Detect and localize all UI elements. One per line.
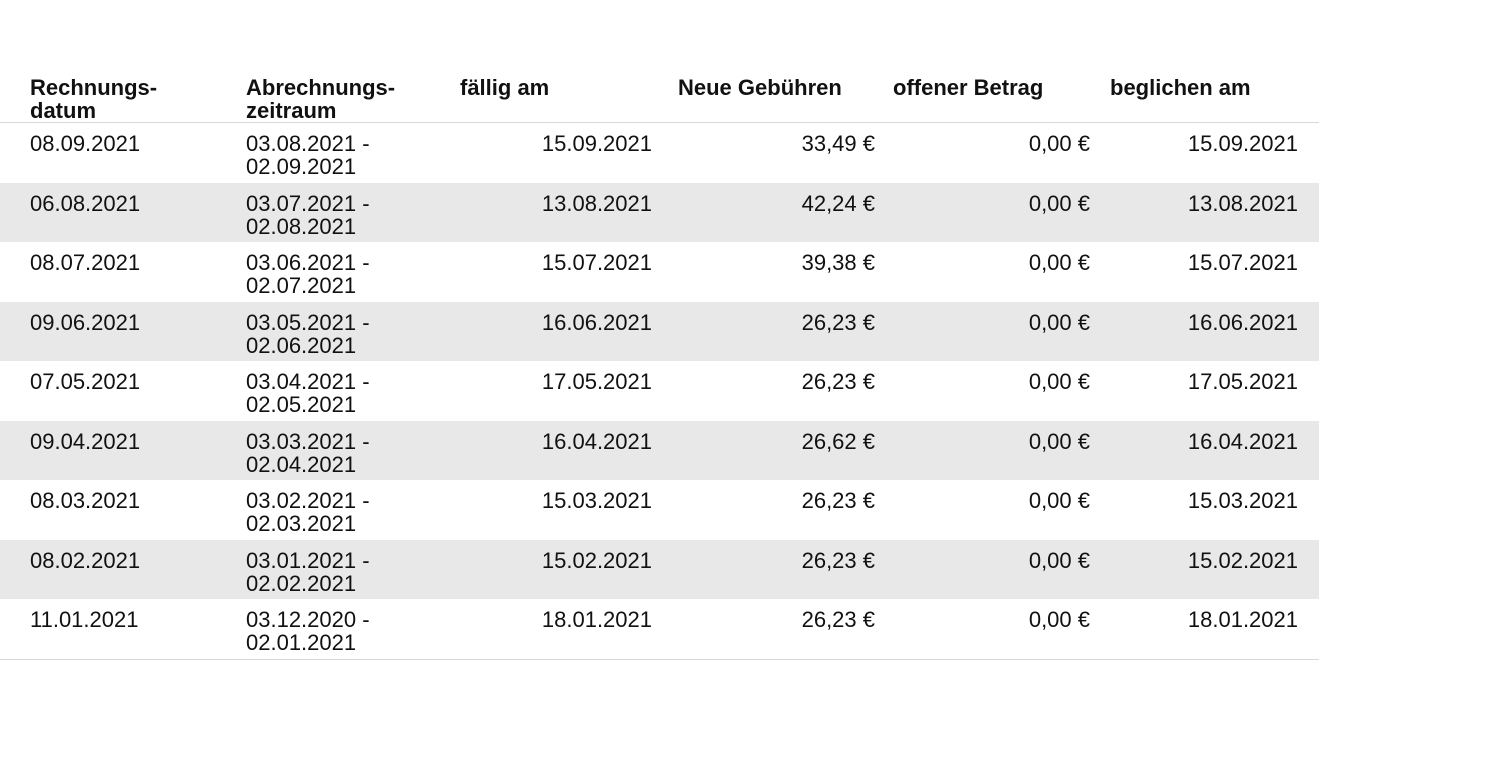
cell-offener-betrag: 0,00 € [1028, 190, 1090, 216]
column-header-rechnungsdatum: Rechnungs- datum [0, 60, 246, 123]
cell-rechnungsdatum: 09.04.2021 [30, 428, 141, 454]
cell-beglichen-am: 16.04.2021 [1187, 428, 1298, 454]
cell-offener-betrag: 0,00 € [1028, 547, 1090, 573]
cell-beglichen-am: 18.01.2021 [1110, 599, 1319, 660]
cell-abrechnungszeitraum: 03.02.2021 - 02.03.2021 [246, 488, 370, 536]
cell-abrechnungszeitraum: 03.04.2021 - 02.05.2021 [246, 369, 370, 417]
table-row: 09.04.2021 03.03.2021 - 02.04.2021 16.04… [0, 420, 1319, 480]
cell-neue-gebuehren: 33,49 € [801, 131, 875, 156]
table-row: 11.01.2021 03.12.2020 - 02.01.2021 18.01… [0, 599, 1319, 660]
cell-rechnungsdatum: 09.06.2021 [30, 309, 141, 335]
cell-neue-gebuehren: 39,38 € [801, 250, 875, 275]
cell-beglichen-am: 15.02.2021 [1187, 547, 1298, 573]
cell-faellig-am: 15.09.2021 [541, 131, 652, 156]
table-row: 09.06.2021 03.05.2021 - 02.06.2021 16.06… [0, 301, 1319, 361]
cell-rechnungsdatum: 08.02.2021 [30, 547, 141, 573]
cell-offener-betrag: 0,00 € [1028, 369, 1090, 394]
cell-offener-betrag: 0,00 € [1028, 488, 1090, 513]
cell-neue-gebuehren: 42,24 € [801, 190, 875, 216]
cell-offener-betrag: 0,00 € [1028, 309, 1090, 335]
billing-history-table: Rechnungs- datum Abrechnungs- zeitraum f… [0, 60, 1319, 660]
cell-beglichen-am: 16.06.2021 [1187, 309, 1298, 335]
column-header-faellig-am: fällig am [460, 60, 678, 123]
cell-rechnungsdatum: 08.03.2021 [30, 488, 141, 513]
table-row: 08.07.2021 03.06.2021 - 02.07.2021 15.07… [0, 242, 1319, 302]
cell-offener-betrag: 0,00 € [893, 599, 1110, 660]
cell-rechnungsdatum: 07.05.2021 [30, 369, 141, 394]
cell-neue-gebuehren: 26,62 € [801, 428, 875, 454]
column-header-offener-betrag: offener Betrag [893, 60, 1110, 123]
cell-beglichen-am: 17.05.2021 [1187, 369, 1298, 394]
cell-abrechnungszeitraum: 03.05.2021 - 02.06.2021 [246, 309, 370, 358]
cell-abrechnungszeitraum: 03.03.2021 - 02.04.2021 [246, 428, 370, 477]
cell-neue-gebuehren: 26,23 € [801, 488, 875, 513]
cell-faellig-am: 16.04.2021 [541, 428, 652, 454]
table-row: 07.05.2021 03.04.2021 - 02.05.2021 17.05… [0, 361, 1319, 421]
table-body: 08.09.2021 03.08.2021 - 02.09.2021 15.09… [0, 123, 1319, 660]
column-header-beglichen-am: beglichen am [1110, 60, 1319, 123]
cell-neue-gebuehren: 26,23 € [801, 309, 875, 335]
cell-faellig-am: 16.06.2021 [541, 309, 652, 335]
cell-neue-gebuehren: 26,23 € [801, 369, 875, 394]
cell-offener-betrag: 0,00 € [1028, 131, 1090, 156]
cell-faellig-am: 15.03.2021 [541, 488, 652, 513]
cell-neue-gebuehren: 26,23 € [678, 599, 893, 660]
table-header-row: Rechnungs- datum Abrechnungs- zeitraum f… [0, 60, 1319, 123]
cell-faellig-am: 13.08.2021 [541, 190, 652, 216]
table-row: 08.03.2021 03.02.2021 - 02.03.2021 15.03… [0, 480, 1319, 540]
table-header: Rechnungs- datum Abrechnungs- zeitraum f… [0, 60, 1319, 123]
cell-abrechnungszeitraum: 03.06.2021 - 02.07.2021 [246, 250, 370, 298]
column-header-abrechnungszeitraum: Abrechnungs- zeitraum [246, 60, 460, 123]
cell-beglichen-am: 15.03.2021 [1187, 488, 1298, 513]
cell-beglichen-am: 15.09.2021 [1187, 131, 1298, 156]
cell-beglichen-am: 15.07.2021 [1187, 250, 1298, 275]
cell-rechnungsdatum: 08.07.2021 [30, 250, 141, 275]
table-row: 06.08.2021 03.07.2021 - 02.08.2021 13.08… [0, 182, 1319, 242]
cell-neue-gebuehren: 26,23 € [801, 547, 875, 573]
cell-faellig-am: 15.02.2021 [541, 547, 652, 573]
cell-rechnungsdatum: 08.09.2021 [30, 131, 141, 156]
table-row: 08.09.2021 03.08.2021 - 02.09.2021 15.09… [0, 123, 1319, 183]
table-row: 08.02.2021 03.01.2021 - 02.02.2021 15.02… [0, 539, 1319, 599]
cell-faellig-am: 18.01.2021 [460, 599, 678, 660]
cell-abrechnungszeitraum: 03.01.2021 - 02.02.2021 [246, 547, 370, 596]
cell-rechnungsdatum: 06.08.2021 [30, 190, 141, 216]
cell-beglichen-am: 13.08.2021 [1187, 190, 1298, 216]
cell-rechnungsdatum: 11.01.2021 [0, 599, 246, 660]
cell-offener-betrag: 0,00 € [1028, 250, 1090, 275]
column-header-neue-gebuehren: Neue Gebühren [678, 60, 893, 123]
cell-abrechnungszeitraum: 03.07.2021 - 02.08.2021 [246, 190, 370, 239]
cell-faellig-am: 17.05.2021 [541, 369, 652, 394]
cell-abrechnungszeitraum: 03.12.2020 - 02.01.2021 [246, 599, 460, 660]
cell-offener-betrag: 0,00 € [1028, 428, 1090, 454]
cell-faellig-am: 15.07.2021 [541, 250, 652, 275]
cell-abrechnungszeitraum: 03.08.2021 - 02.09.2021 [246, 131, 370, 179]
